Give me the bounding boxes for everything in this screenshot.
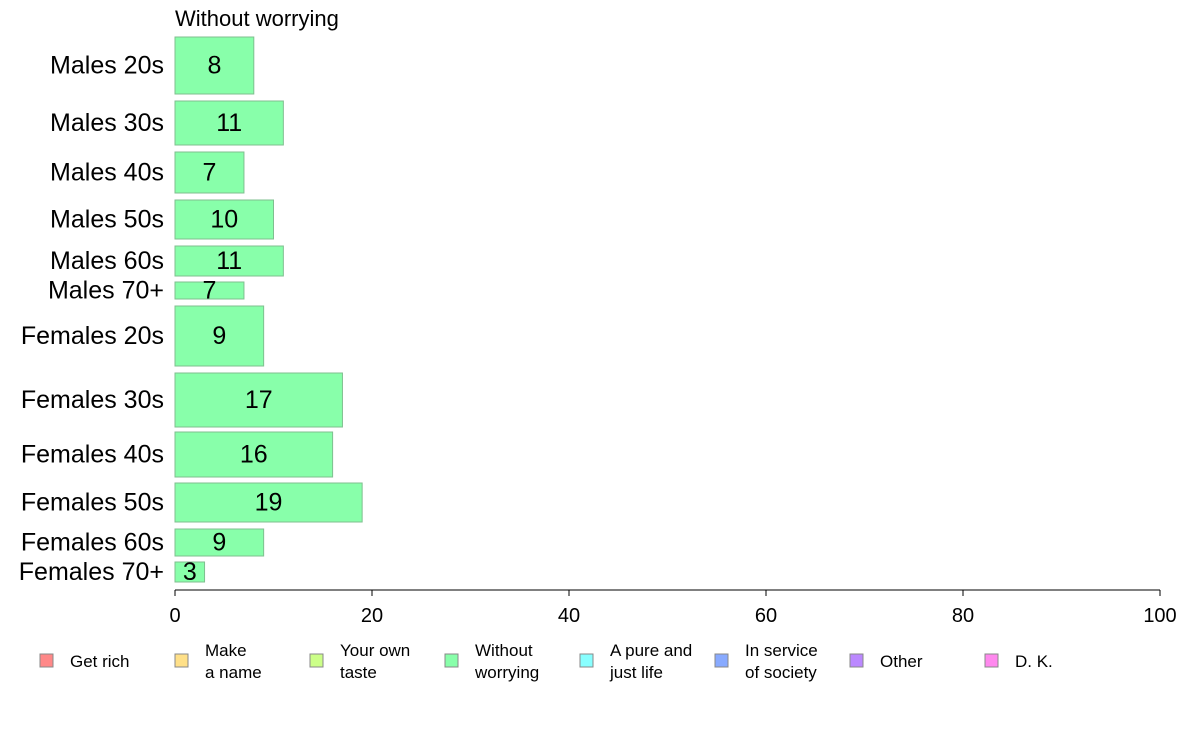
x-tick-label: 40	[558, 605, 580, 627]
bar	[174, 431, 334, 478]
x-tick-label: 60	[755, 605, 777, 627]
data-label: 9	[212, 529, 226, 557]
data-label: 17	[245, 386, 273, 414]
data-label: 7	[203, 159, 217, 187]
data-label: 9	[212, 322, 226, 350]
bar	[174, 199, 274, 240]
bar	[174, 151, 245, 194]
category-label: Females 30s	[21, 386, 164, 414]
legend-item: Your own taste	[309, 641, 410, 682]
legend-label: Your own	[340, 641, 410, 660]
legend-label: just life	[609, 663, 663, 682]
legend-label: In service	[745, 641, 818, 660]
bar	[174, 528, 265, 557]
bars-layer: 8 Males 20s 11 Males 30s 7 Males 40s 10 Males 5…	[19, 36, 363, 586]
data-label: 10	[210, 206, 238, 234]
category-label: Females 50s	[21, 489, 164, 517]
bar	[174, 281, 245, 300]
bar	[174, 100, 284, 146]
data-label: 19	[255, 489, 283, 517]
legend: Get rich Make a name Your own taste Without wo…	[39, 641, 1053, 682]
legend-swatch	[309, 653, 324, 668]
legend-swatch	[444, 653, 459, 668]
legend-swatch	[984, 653, 999, 668]
category-label: Males 30s	[50, 109, 164, 137]
legend-item: Other	[849, 652, 923, 671]
legend-item: Get rich	[39, 652, 130, 671]
bar	[174, 36, 255, 95]
data-label: 7	[203, 277, 217, 305]
legend-label: Other	[880, 652, 923, 671]
chart-title: Without worrying	[175, 6, 339, 31]
category-label: Males 20s	[50, 52, 164, 80]
category-label: Females 60s	[21, 529, 164, 557]
legend-item: Make a name	[174, 641, 262, 682]
legend-item: A pure and just life	[579, 641, 692, 682]
category-label: Males 60s	[50, 247, 164, 275]
legend-label: of society	[745, 663, 817, 682]
category-label: Males 50s	[50, 206, 164, 234]
data-label: 3	[183, 558, 197, 586]
legend-label: taste	[340, 663, 377, 682]
legend-swatch	[849, 653, 864, 668]
category-label: Females 40s	[21, 441, 164, 469]
x-tick-label: 80	[952, 605, 974, 627]
legend-item: Without worrying	[444, 641, 539, 682]
legend-swatch	[39, 653, 54, 668]
bar	[174, 482, 363, 523]
legend-swatch	[579, 653, 594, 668]
legend-swatch	[714, 653, 729, 668]
legend-label: a name	[205, 663, 262, 682]
bar	[174, 305, 265, 367]
category-label: Males 70+	[48, 277, 164, 305]
legend-label: D. K.	[1015, 652, 1053, 671]
x-tick-label: 100	[1143, 605, 1176, 627]
legend-label: A pure and	[610, 641, 692, 660]
data-label: 8	[207, 52, 221, 80]
legend-item: D. K.	[984, 652, 1053, 671]
legend-swatch	[174, 653, 189, 668]
x-axis: 0 20 40 60 80 100	[169, 589, 1177, 627]
bar	[174, 245, 284, 277]
data-label: 11	[216, 247, 242, 275]
data-label: 16	[240, 441, 268, 469]
legend-label: worrying	[474, 663, 539, 682]
legend-label: Get rich	[70, 652, 130, 671]
category-label: Females 70+	[19, 558, 164, 586]
bar	[174, 561, 206, 583]
category-label: Females 20s	[21, 322, 164, 350]
x-tick-label: 20	[361, 605, 383, 627]
x-tick-label: 0	[169, 605, 180, 627]
legend-label: Without	[475, 641, 533, 660]
legend-item: In service of society	[714, 641, 818, 682]
data-label: 11	[216, 109, 242, 137]
category-label: Males 40s	[50, 159, 164, 187]
legend-label: Make	[205, 641, 247, 660]
bar	[174, 372, 343, 428]
